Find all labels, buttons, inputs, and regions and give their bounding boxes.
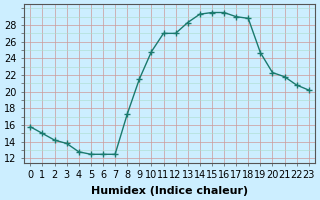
X-axis label: Humidex (Indice chaleur): Humidex (Indice chaleur) xyxy=(91,186,248,196)
